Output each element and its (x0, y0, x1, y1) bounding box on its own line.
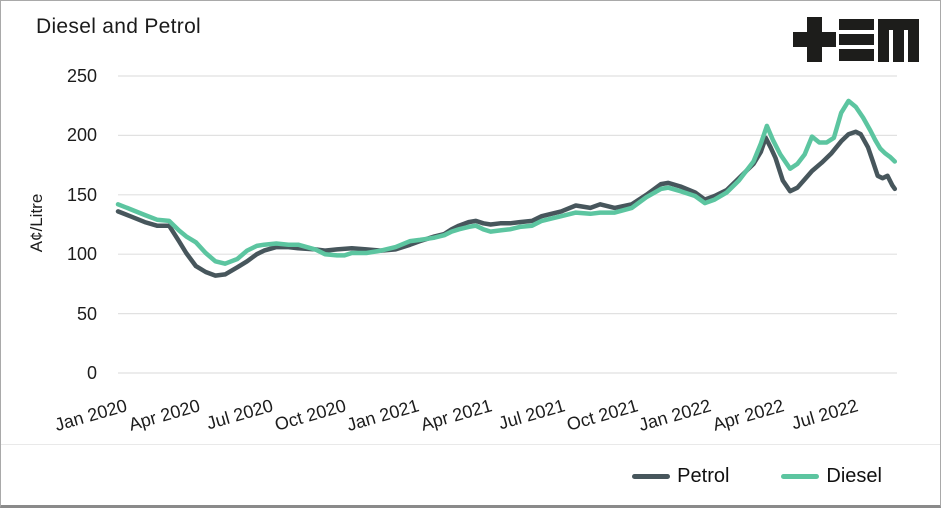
legend: Petrol Diesel (632, 465, 882, 488)
legend-item-petrol: Petrol (632, 465, 729, 488)
series-line-petrol (115, 129, 898, 278)
legend-label-diesel: Diesel (826, 465, 882, 487)
triple-bar-glyph (839, 19, 874, 61)
legend-separator-line (1, 444, 940, 445)
y-tick-label: 100 (66, 244, 97, 265)
y-tick-label: 200 (66, 125, 97, 146)
series-line-diesel (115, 98, 898, 266)
m-glyph (878, 19, 919, 62)
chart-title: Diesel and Petrol (36, 15, 202, 38)
y-tick-label: 150 (66, 184, 97, 205)
legend-label-petrol: Petrol (677, 465, 730, 487)
diesel-line-swatch (781, 474, 820, 479)
petrol-line-swatch (632, 474, 671, 479)
legend-item-diesel: Diesel (781, 465, 882, 488)
y-tick-label: 250 (66, 66, 97, 86)
plus-glyph (793, 17, 836, 62)
y-tick-label: 0 (86, 363, 97, 383)
y-tick-label: 50 (76, 303, 97, 324)
tem-logo-icon (793, 17, 919, 62)
